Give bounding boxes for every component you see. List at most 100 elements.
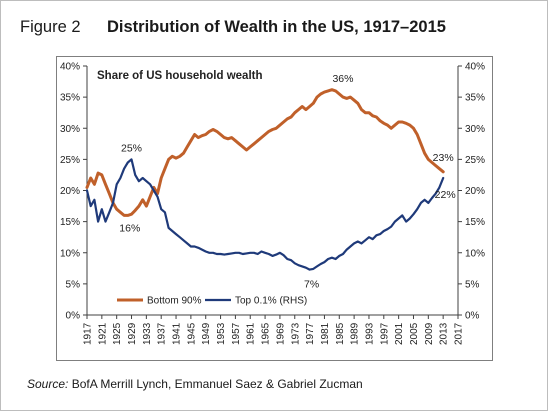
top01-data-point xyxy=(201,249,203,251)
top01-data-point xyxy=(424,199,426,201)
x-tick-label: 2017 xyxy=(454,322,465,345)
bottom90-data-point xyxy=(375,116,377,118)
top01-data-point xyxy=(331,257,333,259)
top01-data-point xyxy=(357,240,359,243)
bottom90-data-point xyxy=(238,143,240,145)
top01-data-point xyxy=(234,252,236,254)
top01-data-point xyxy=(420,202,422,204)
top01-data-point xyxy=(179,236,181,238)
bottom90-data-point xyxy=(171,155,173,157)
bottom90-data-point xyxy=(312,102,314,104)
top01-data-point xyxy=(127,161,129,164)
right-y-tick-label: 0% xyxy=(465,311,480,322)
top01-data-point xyxy=(316,265,318,267)
top01-data-point xyxy=(320,263,322,265)
bottom90-data-point xyxy=(182,152,185,154)
x-tick-label: 1941 xyxy=(172,322,183,345)
bottom90-data-point xyxy=(275,127,277,129)
top01-data-point xyxy=(223,254,225,256)
bottom90-data-point xyxy=(175,157,177,159)
bottom90-data-point xyxy=(305,109,307,111)
top01-data-point xyxy=(156,196,159,198)
top01-data-point xyxy=(323,261,325,263)
data-label: 25% xyxy=(121,142,142,154)
top01-data-point xyxy=(335,258,337,260)
x-tick-label: 1961 xyxy=(246,322,257,345)
bottom90-data-point xyxy=(197,137,199,139)
top01-data-point xyxy=(231,252,233,254)
top01-data-point xyxy=(220,253,222,255)
x-tick-label: 1921 xyxy=(97,322,108,345)
bottom90-data-point xyxy=(231,137,233,139)
bottom90-data-point xyxy=(194,133,196,136)
top01-data-point xyxy=(249,252,251,254)
x-tick-label: 2001 xyxy=(394,322,405,345)
top01-data-point xyxy=(297,264,300,266)
top01-data-point xyxy=(312,268,314,270)
top01-data-point xyxy=(182,239,185,241)
bottom90-data-point xyxy=(227,138,229,140)
top01-data-point xyxy=(283,254,285,256)
bottom90-data-point xyxy=(294,112,296,114)
top01-data-point xyxy=(390,226,392,228)
top01-data-point xyxy=(401,214,403,216)
bottom90-data-point xyxy=(342,96,344,98)
top01-data-point xyxy=(438,186,440,188)
left-y-tick-label: 5% xyxy=(66,279,81,290)
right-y-tick-label: 30% xyxy=(465,124,485,135)
top01-data-point xyxy=(286,258,288,260)
top01-data-point xyxy=(375,234,377,236)
top01-data-point xyxy=(123,168,125,170)
top01-data-point xyxy=(119,177,121,179)
top01-data-point xyxy=(327,258,329,260)
top01-data-point xyxy=(279,252,281,254)
top01-data-point xyxy=(253,252,255,254)
left-y-tick-label: 15% xyxy=(60,217,80,228)
top01-data-point xyxy=(216,253,218,255)
bottom90-data-point xyxy=(257,140,259,142)
bottom90-data-point xyxy=(127,214,129,216)
bottom90-data-point xyxy=(409,124,411,126)
right-y-tick-label: 10% xyxy=(465,248,485,259)
top01-data-point xyxy=(386,228,389,230)
bottom90-data-point xyxy=(297,109,300,111)
top01-data-point xyxy=(360,242,363,244)
x-tick-label: 1981 xyxy=(320,322,331,345)
bottom90-data-point xyxy=(290,116,292,118)
top01-data-point xyxy=(431,197,433,199)
left-y-tick-label: 25% xyxy=(60,155,80,166)
top01-data-point xyxy=(197,247,199,249)
bottom90-data-point xyxy=(331,89,333,91)
x-tick-label: 1949 xyxy=(201,322,212,345)
top01-data-point xyxy=(338,255,340,257)
x-tick-label: 1985 xyxy=(335,322,346,345)
top01-data-point xyxy=(309,269,311,271)
x-tick-label: 1989 xyxy=(350,322,361,345)
top01-data-point xyxy=(257,253,259,255)
top01-data-point xyxy=(346,249,348,251)
top01-data-point xyxy=(142,177,144,179)
top01-data-point xyxy=(205,250,207,253)
top01-data-point xyxy=(168,227,170,229)
left-y-tick-label: 30% xyxy=(60,124,80,135)
bottom90-data-point xyxy=(271,128,274,131)
top01-data-point xyxy=(116,183,118,185)
top01-data-point xyxy=(108,211,110,213)
top01-data-point xyxy=(271,255,274,257)
figure-header: Figure 2 Distribution of Wealth in the U… xyxy=(20,18,446,37)
bottom90-data-point xyxy=(138,205,140,207)
source-label: Source: xyxy=(27,377,69,391)
bottom90-data-point xyxy=(253,143,255,145)
top01-data-point xyxy=(301,265,303,267)
bottom90-data-point xyxy=(156,193,159,195)
data-label: 23% xyxy=(433,152,454,164)
top01-data-point xyxy=(153,189,155,192)
bottom90-data-point xyxy=(316,96,318,98)
right-y-tick-label: 35% xyxy=(465,93,485,104)
top01-data-point xyxy=(145,180,147,182)
bottom90-data-point xyxy=(245,149,248,151)
top01-data-point xyxy=(412,213,415,215)
top01-data-point xyxy=(442,177,444,179)
bottom90-data-point xyxy=(427,158,429,160)
top01-data-point xyxy=(160,208,162,210)
